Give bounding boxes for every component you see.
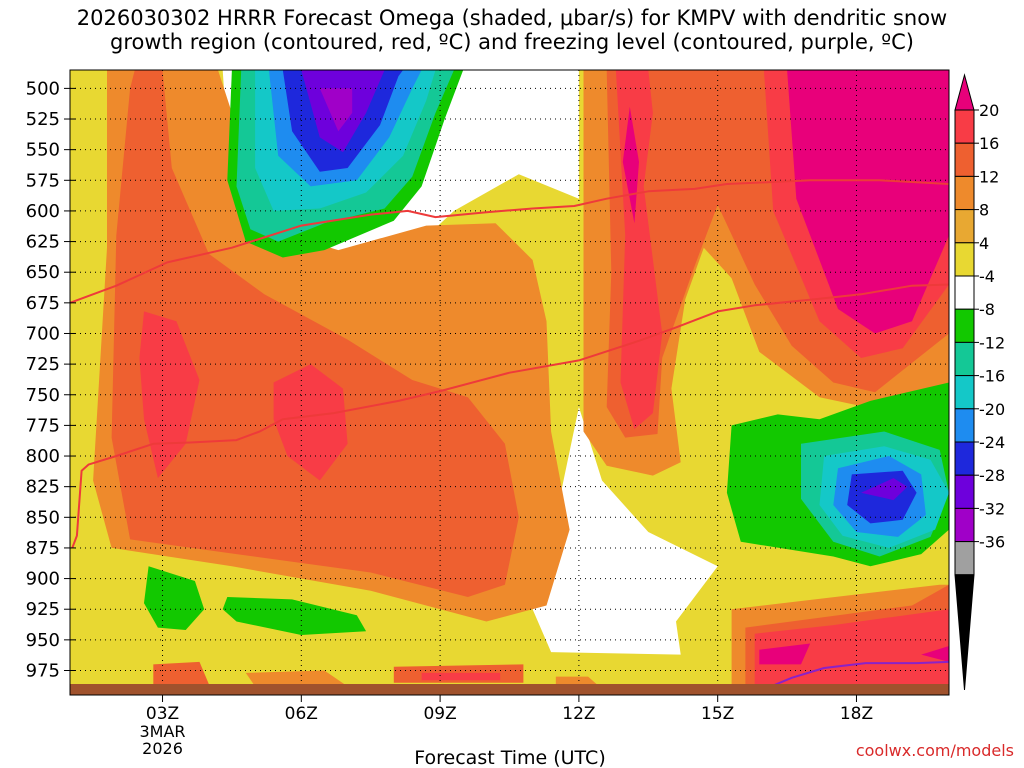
omega-region-12 xyxy=(273,364,348,481)
terrain-base xyxy=(70,684,949,695)
y-tick-label-575: 575 xyxy=(26,170,60,191)
y-tick-label-875: 875 xyxy=(26,538,60,559)
x-tick-label-12Z: 12Z xyxy=(562,704,595,724)
colorbar-bottom-arrow xyxy=(954,574,975,691)
x-axis-label: Forecast Time (UTC) xyxy=(414,747,605,768)
colorbar-label--8: -8 xyxy=(979,300,995,319)
omega-region-24 xyxy=(222,597,367,635)
colorbar-swatch-13 xyxy=(954,507,975,543)
colorbar-swatch-11 xyxy=(954,441,975,476)
y-tick-label-550: 550 xyxy=(26,140,60,161)
x-tick-label-09Z: 09Z xyxy=(423,704,456,724)
omega-shading xyxy=(70,70,949,695)
chart-title: 2026030302 HRRR Forecast Omega (shaded, … xyxy=(0,6,1024,54)
y-axis: 500 525 550 575 600 625 650 675 700 725 750 775 800 8… xyxy=(26,78,76,681)
colorbar-swatch-2 xyxy=(954,142,975,177)
colorbar-swatch-4 xyxy=(954,209,975,244)
colorbar-label--32: -32 xyxy=(979,499,1005,518)
omega-region-11 xyxy=(139,311,200,479)
omega-region-17 xyxy=(787,70,949,334)
colorbar-label--24: -24 xyxy=(979,433,1005,452)
chart-title-line-2: growth region (contoured, red, ºC) and f… xyxy=(110,30,914,54)
x-tick-label-18Z: 18Z xyxy=(840,704,873,724)
colorbar-swatch-6 xyxy=(954,275,975,310)
colorbar-swatch-3 xyxy=(954,175,975,211)
colorbar-swatch-12 xyxy=(954,474,975,509)
x-tick-sublabel-2026: 2026 xyxy=(142,739,183,758)
watermark: coolwx.com/models xyxy=(855,741,1014,760)
x-tick-sublabel-3MAR: 3MAR xyxy=(140,722,186,741)
omega-region-23 xyxy=(144,566,205,630)
colorbar-label-8: 8 xyxy=(979,201,989,220)
y-tick-label-650: 650 xyxy=(26,262,60,283)
x-tick-label-06Z: 06Z xyxy=(285,704,318,724)
colorbar-label-20: 20 xyxy=(979,101,999,120)
y-tick-label-800: 800 xyxy=(26,446,60,467)
y-tick-label-850: 850 xyxy=(26,507,60,528)
y-tick-label-925: 925 xyxy=(26,599,60,620)
omega-region-10 xyxy=(153,661,209,684)
y-tick-label-950: 950 xyxy=(26,630,60,651)
grid-lines xyxy=(70,70,949,695)
y-tick-label-700: 700 xyxy=(26,323,60,344)
omega-region-34 xyxy=(861,478,908,501)
colorbar-swatch-7 xyxy=(954,308,975,343)
y-tick-label-825: 825 xyxy=(26,477,60,498)
y-tick-label-900: 900 xyxy=(26,569,60,590)
y-tick-label-675: 675 xyxy=(26,293,60,314)
colorbar-label-16: 16 xyxy=(979,134,999,153)
colorbar-label--16: -16 xyxy=(979,367,1005,386)
colorbar-label-4: 4 xyxy=(979,234,989,253)
dgz-contour--12 xyxy=(70,179,949,304)
freezing-level-contour xyxy=(758,660,949,693)
colorbar-label-12: 12 xyxy=(979,167,999,186)
colorbar-label--4: -4 xyxy=(979,267,995,286)
colorbar-label--20: -20 xyxy=(979,400,1005,419)
omega-region-16 xyxy=(421,672,501,681)
y-tick-label-525: 525 xyxy=(26,109,60,130)
x-tick-label-03Z: 03Z xyxy=(146,704,179,724)
colorbar-swatch-1 xyxy=(954,109,975,144)
colorbar-top-arrow xyxy=(954,73,975,111)
colorbar-label--28: -28 xyxy=(979,466,1005,485)
omega-region-35 xyxy=(319,88,353,132)
plot-frame xyxy=(69,69,950,696)
chart-title-line-1: 2026030302 HRRR Forecast Omega (shaded, … xyxy=(76,6,948,30)
contour-lines xyxy=(70,179,949,693)
y-tick-label-725: 725 xyxy=(26,354,60,375)
omega-region-20 xyxy=(921,646,949,662)
colorbar-swatch-10 xyxy=(954,408,975,443)
y-tick-label-975: 975 xyxy=(26,660,60,681)
colorbar-swatch-5 xyxy=(954,242,975,277)
y-tick-label-600: 600 xyxy=(26,201,60,222)
omega-region-5 xyxy=(245,670,348,687)
colorbar-swatch-14 xyxy=(954,541,975,576)
dgz-contour--18 xyxy=(71,283,949,549)
colorbar-label--12: -12 xyxy=(979,333,1005,352)
colorbar-label--36: -36 xyxy=(979,533,1005,552)
y-tick-label-775: 775 xyxy=(26,415,60,436)
colorbar-swatch-8 xyxy=(954,341,975,377)
y-tick-label-625: 625 xyxy=(26,232,60,253)
colorbar-swatch-9 xyxy=(954,375,975,410)
y-tick-label-500: 500 xyxy=(26,78,60,99)
omega-region-19 xyxy=(759,643,811,665)
y-tick-label-750: 750 xyxy=(26,385,60,406)
colorbar: 20 16 12 8 4 -4 -8 -12 -16 -20 -24 -28 -32 -36 xyxy=(954,73,1005,691)
x-tick-label-15Z: 15Z xyxy=(701,704,734,724)
